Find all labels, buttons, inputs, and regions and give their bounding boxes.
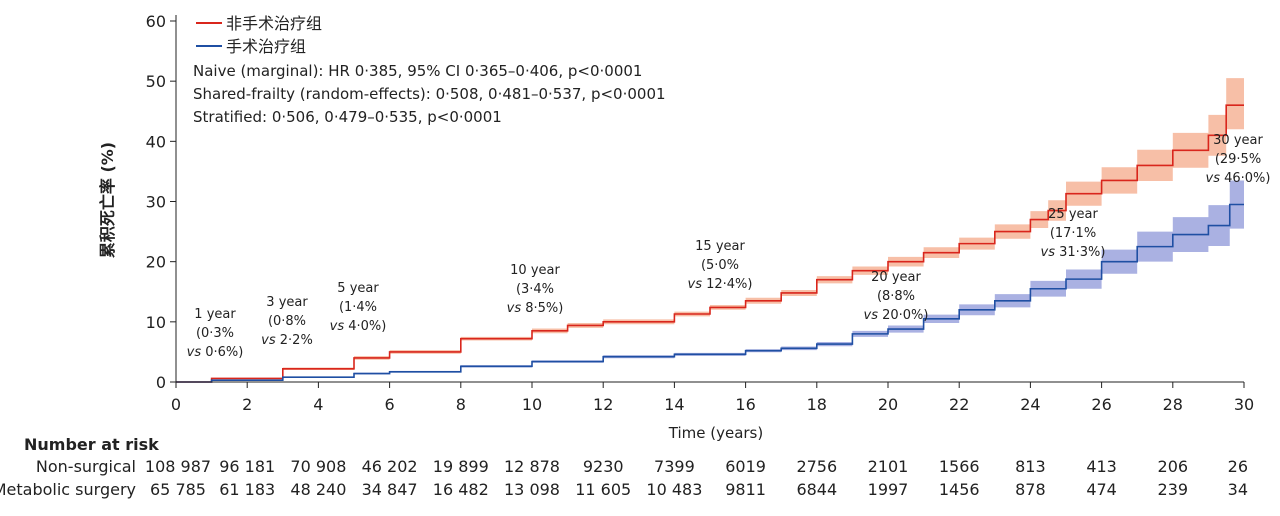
x-tick-label: 0 (171, 395, 181, 414)
x-tick-label: 30 (1234, 395, 1254, 414)
annotation-1-line-0: 3 year (266, 295, 308, 310)
risk-cell-1-3: 34 847 (362, 480, 418, 499)
y-tick-label: 30 (146, 193, 166, 212)
line-series-1 (176, 203, 1244, 383)
risk-cell-0-6: 9230 (583, 457, 624, 476)
risk-cell-0-2: 70 908 (290, 457, 346, 476)
risk-cell-1-6: 11 605 (575, 480, 631, 499)
risk-cell-1-1: 61 183 (219, 480, 275, 499)
annotation-3-line-0: 10 year (510, 263, 560, 278)
risk-cell-0-0: 108 987 (145, 457, 211, 476)
y-tick-label: 0 (156, 373, 166, 392)
x-tick-label: 26 (1091, 395, 1111, 414)
risk-cell-0-12: 813 (1015, 457, 1046, 476)
x-tick-label: 14 (664, 395, 684, 414)
risk-cell-1-9: 6844 (796, 480, 837, 499)
x-tick-label: 4 (313, 395, 323, 414)
x-tick-label: 18 (807, 395, 827, 414)
annotation-2-line-0: 5 year (337, 281, 379, 296)
annotation-7-line-0: 30 year (1213, 133, 1263, 148)
annotation-4-line-2: vs 12·4%) (688, 277, 753, 292)
risk-cell-0-14: 206 (1158, 457, 1189, 476)
annotation-5-line-0: 20 year (871, 270, 921, 285)
annotation-0-line-2: vs 0·6%) (187, 345, 244, 360)
ci-band-series-1 (176, 180, 1244, 382)
annotation-7-line-2: vs 46·0%) (1206, 171, 1271, 186)
risk-cell-1-15: 34 (1228, 480, 1248, 499)
risk-cell-0-13: 413 (1086, 457, 1117, 476)
risk-cell-0-9: 2756 (796, 457, 837, 476)
risk-cell-0-10: 2101 (868, 457, 909, 476)
annotation-5-line-1: (8·8% (877, 289, 915, 304)
risk-cell-1-14: 239 (1158, 480, 1189, 499)
x-tick-label: 24 (1020, 395, 1040, 414)
number-at-risk-table: Number at risk Non-surgical 108 987 96 181 7… (0, 435, 1248, 499)
risk-cell-0-5: 12 878 (504, 457, 560, 476)
annotation-7-line-1: (29·5% (1215, 152, 1261, 167)
survival-lines (176, 104, 1244, 383)
annotation-5-line-2: vs 20·0%) (864, 308, 929, 323)
y-tick-label: 10 (146, 313, 166, 332)
legend-label-0: 非手术治疗组 (226, 14, 322, 33)
risk-cell-0-8: 6019 (725, 457, 766, 476)
risk-cell-1-4: 16 482 (433, 480, 489, 499)
x-tick-label: 20 (878, 395, 898, 414)
risk-cell-0-15: 26 (1228, 457, 1248, 476)
risk-cell-0-11: 1566 (939, 457, 980, 476)
x-axis-label: Time (years) (668, 424, 763, 442)
y-tick-label: 60 (146, 12, 166, 31)
y-tick-label: 40 (146, 132, 166, 151)
x-tick-label: 8 (456, 395, 466, 414)
annotation-6-line-2: vs 31·3%) (1041, 245, 1106, 260)
annotation-4-line-1: (5·0% (701, 258, 739, 273)
risk-cell-1-8: 9811 (725, 480, 766, 499)
risk-cell-0-1: 96 181 (219, 457, 275, 476)
x-tick-label: 6 (385, 395, 395, 414)
risk-cell-1-5: 13 098 (504, 480, 560, 499)
y-axis-label: 累积死亡率 (%) (98, 142, 117, 258)
risk-row-label-0: Non-surgical (36, 457, 136, 476)
legend-label-1: 手术治疗组 (226, 37, 306, 56)
risk-cell-0-3: 46 202 (362, 457, 418, 476)
risk-cell-1-7: 10 483 (646, 480, 702, 499)
annotation-3-line-1: (3·4% (516, 282, 554, 297)
legend-stat-1: Shared-frailty (random-effects): 0·508, … (193, 85, 666, 103)
risk-cell-1-11: 1456 (939, 480, 980, 499)
risk-cell-1-13: 474 (1086, 480, 1117, 499)
y-tick-label: 20 (146, 253, 166, 272)
legend-stat-0: Naive (marginal): HR 0·385, 95% CI 0·365… (193, 62, 642, 80)
risk-cell-0-7: 7399 (654, 457, 695, 476)
x-tick-label: 2 (242, 395, 252, 414)
annotation-6-line-0: 25 year (1048, 207, 1098, 222)
risk-cell-1-0: 65 785 (150, 480, 206, 499)
annotation-0-line-1: (0·3% (196, 326, 234, 341)
annotation-0-line-0: 1 year (194, 307, 236, 322)
risk-cell-0-4: 19 899 (433, 457, 489, 476)
x-tick-label: 16 (735, 395, 755, 414)
x-tick-label: 12 (593, 395, 613, 414)
annotation-1-line-1: (0·8% (268, 314, 306, 329)
annotation-4-line-0: 15 year (695, 239, 745, 254)
x-tick-label: 10 (522, 395, 542, 414)
risk-cell-1-10: 1997 (868, 480, 909, 499)
risk-cell-1-2: 48 240 (290, 480, 346, 499)
y-tick-label: 50 (146, 72, 166, 91)
legend-stat-2: Stratified: 0·506, 0·479–0·535, p<0·0001 (193, 108, 502, 126)
x-tick-label: 22 (949, 395, 969, 414)
risk-table-title: Number at risk (24, 435, 159, 454)
annotation-2-line-1: (1·4% (339, 300, 377, 315)
x-tick-label: 28 (1163, 395, 1183, 414)
annotation-1-line-2: vs 2·2% (261, 333, 313, 348)
annotation-2-line-2: vs 4·0%) (330, 319, 387, 334)
annotation-3-line-2: vs 8·5%) (507, 301, 564, 316)
annotation-6-line-1: (17·1% (1050, 226, 1096, 241)
risk-cell-1-12: 878 (1015, 480, 1046, 499)
year-annotations: 1 year (0·3% vs 0·6%) 3 year (0·8% vs 2·2% 5 y… (187, 133, 1271, 360)
risk-row-label-1: Metabolic surgery (0, 480, 136, 499)
line-series-0 (176, 104, 1244, 383)
